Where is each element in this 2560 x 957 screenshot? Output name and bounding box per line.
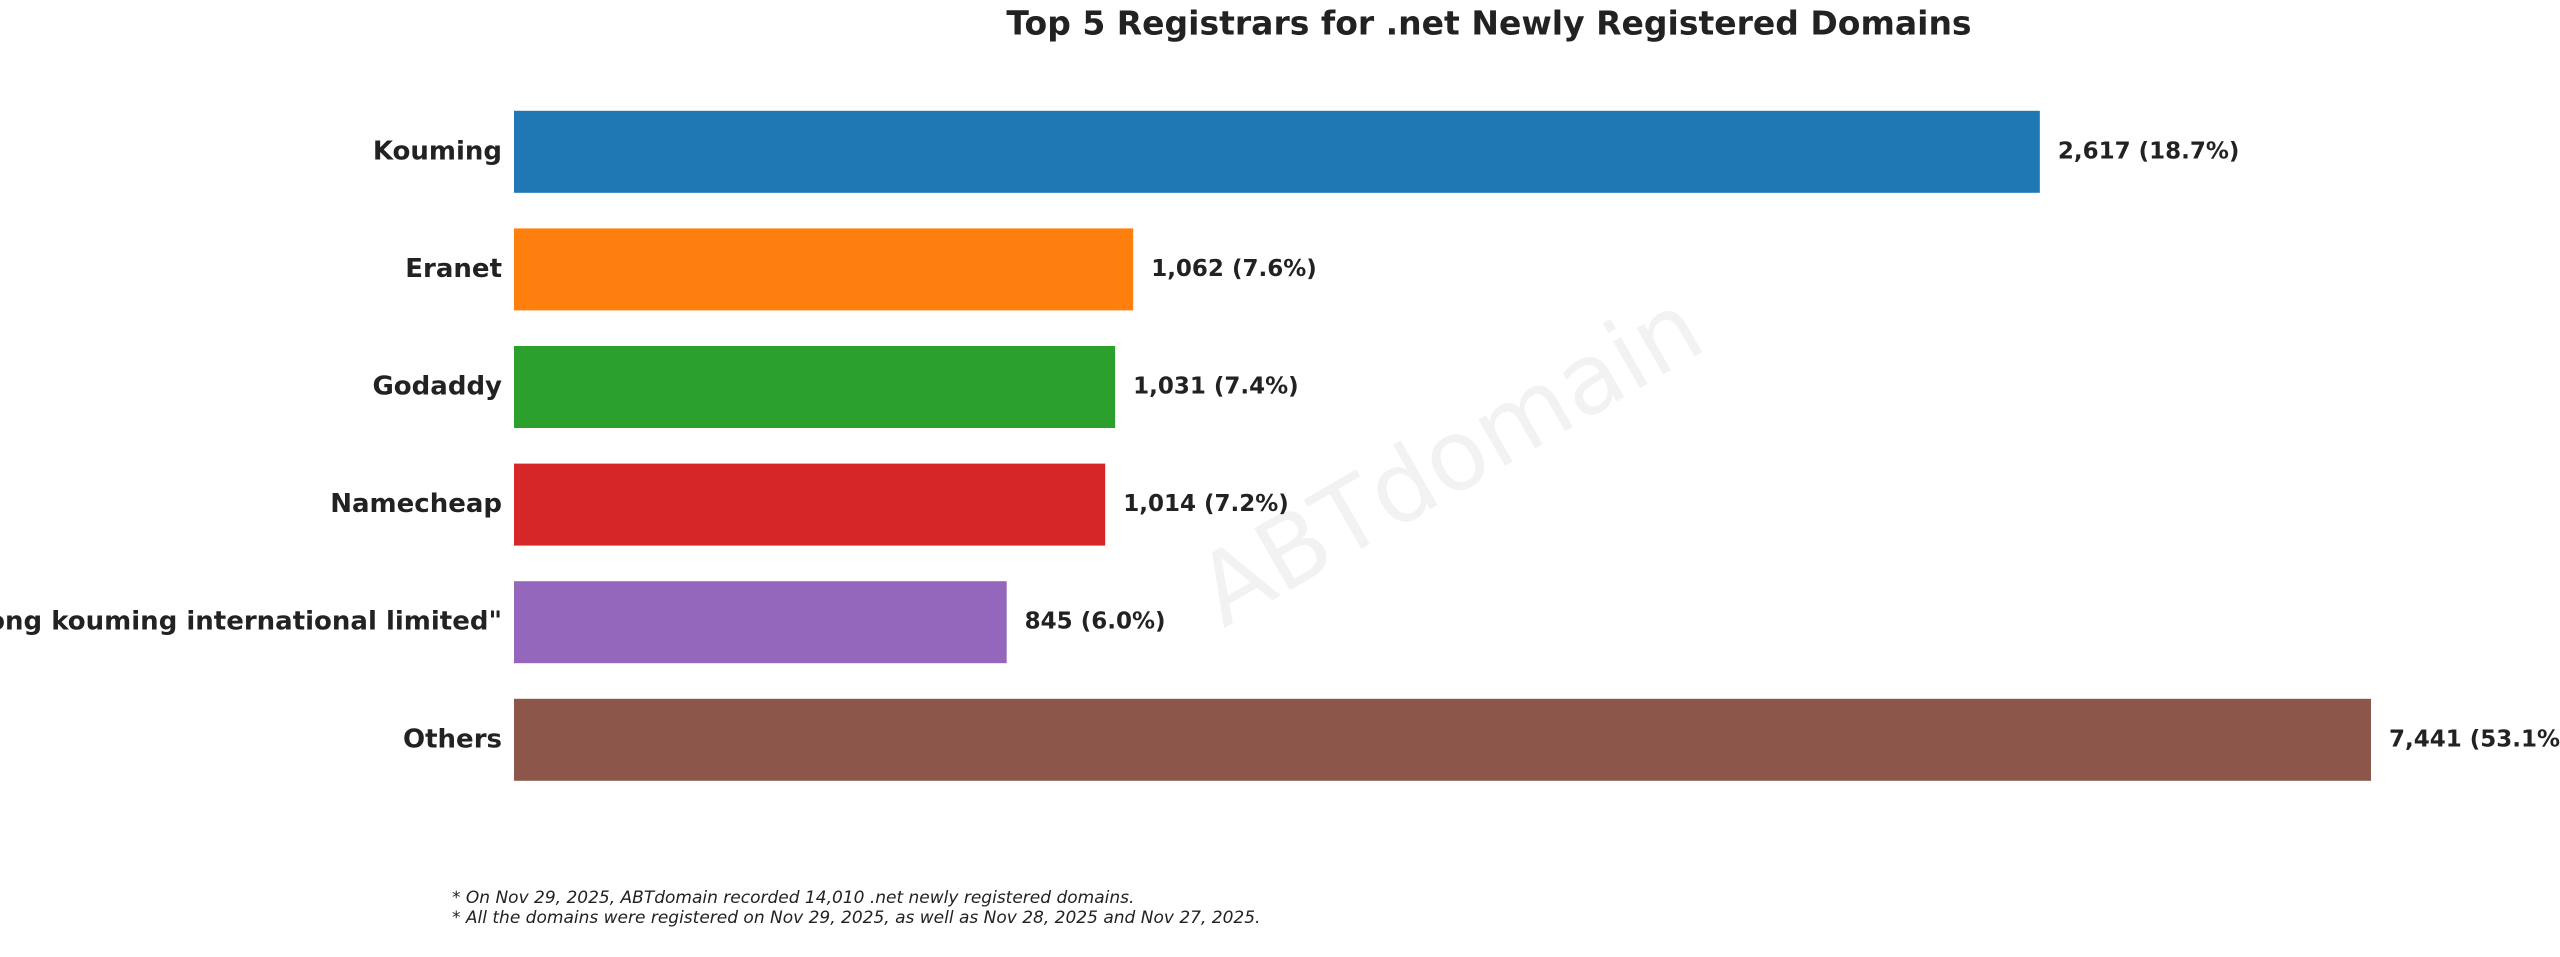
bar <box>514 463 1106 546</box>
y-tick-label: Godaddy <box>372 372 502 402</box>
y-tick-label: Eranet <box>405 254 502 284</box>
y-tick-label: Namecheap <box>330 489 502 519</box>
footnote: * All the domains were registered on Nov… <box>452 908 1260 928</box>
value-label: 7,441 (53.1%) * <box>2389 726 2560 752</box>
bar <box>514 581 1007 664</box>
bar <box>514 228 1134 311</box>
value-label: 1,062 (7.6%) <box>1151 256 1317 282</box>
value-label: 2,617 (18.7%) <box>2058 138 2240 164</box>
y-tick-label: Others <box>403 724 502 754</box>
watermark: ABTdomain <box>1178 270 1721 649</box>
bar <box>514 346 1116 428</box>
y-tick-label: Kouming <box>373 136 502 166</box>
footnote: * On Nov 29, 2025, ABTdomain recorded 14… <box>452 888 1134 908</box>
value-label: 1,014 (7.2%) <box>1123 491 1289 517</box>
chart-title: Top 5 Registrars for .net Newly Register… <box>1006 4 1971 43</box>
bar <box>514 110 2040 193</box>
value-label: 845 (6.0%) <box>1025 609 1166 635</box>
y-tick-label: "hongkong kouming international limited" <box>0 607 502 637</box>
bar <box>514 698 2371 781</box>
value-label: 1,031 (7.4%) <box>1133 374 1299 400</box>
